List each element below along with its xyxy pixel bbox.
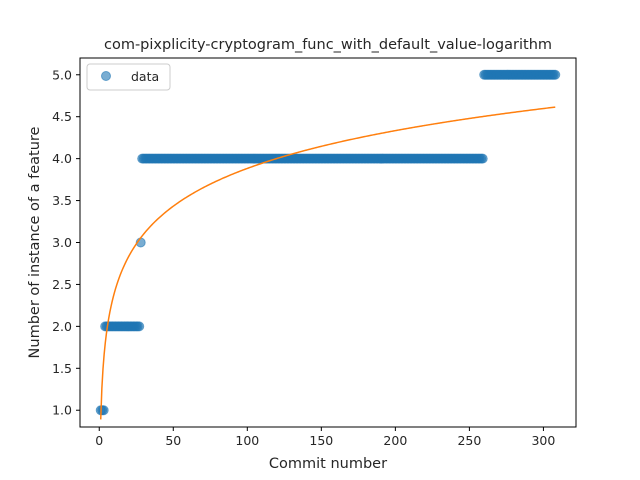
data-point (550, 69, 561, 80)
legend-label-data: data (131, 69, 159, 84)
fit-line (99, 106, 556, 420)
data-point (477, 153, 488, 164)
y-tick-label: 3.0 (52, 235, 72, 250)
x-tick-label: 300 (531, 433, 555, 448)
x-tick-label: 0 (95, 433, 103, 448)
x-tick-label: 100 (235, 433, 259, 448)
x-tick-label: 50 (165, 433, 181, 448)
legend-marker (101, 71, 111, 81)
x-tick-label: 150 (309, 433, 333, 448)
y-tick-label: 1.0 (52, 403, 72, 418)
data-points (95, 69, 561, 416)
y-tick-label: 4.0 (52, 151, 72, 166)
x-tick-label: 250 (457, 433, 481, 448)
y-axis-label: Number of instance of a feature (27, 126, 43, 358)
x-axis-label: Commit number (269, 456, 387, 472)
y-tick-label: 1.5 (52, 361, 72, 376)
x-axis: 0 50 100 150 200 250 300 (95, 427, 555, 448)
y-tick-label: 5.0 (52, 67, 72, 82)
fit-line-group (99, 106, 556, 420)
chart-title: com-pixplicity-cryptogram_func_with_defa… (104, 37, 552, 53)
y-axis: 1.0 1.5 2.0 2.5 3.0 3.5 4.0 4.5 5.0 (52, 67, 80, 418)
legend: data (86, 63, 171, 91)
data-point (134, 321, 145, 332)
x-tick-label: 200 (383, 433, 407, 448)
y-tick-label: 2.0 (52, 319, 72, 334)
y-tick-label: 2.5 (52, 277, 72, 292)
y-tick-label: 4.5 (52, 109, 72, 124)
legend-box (86, 63, 171, 91)
y-tick-label: 3.5 (52, 193, 72, 208)
